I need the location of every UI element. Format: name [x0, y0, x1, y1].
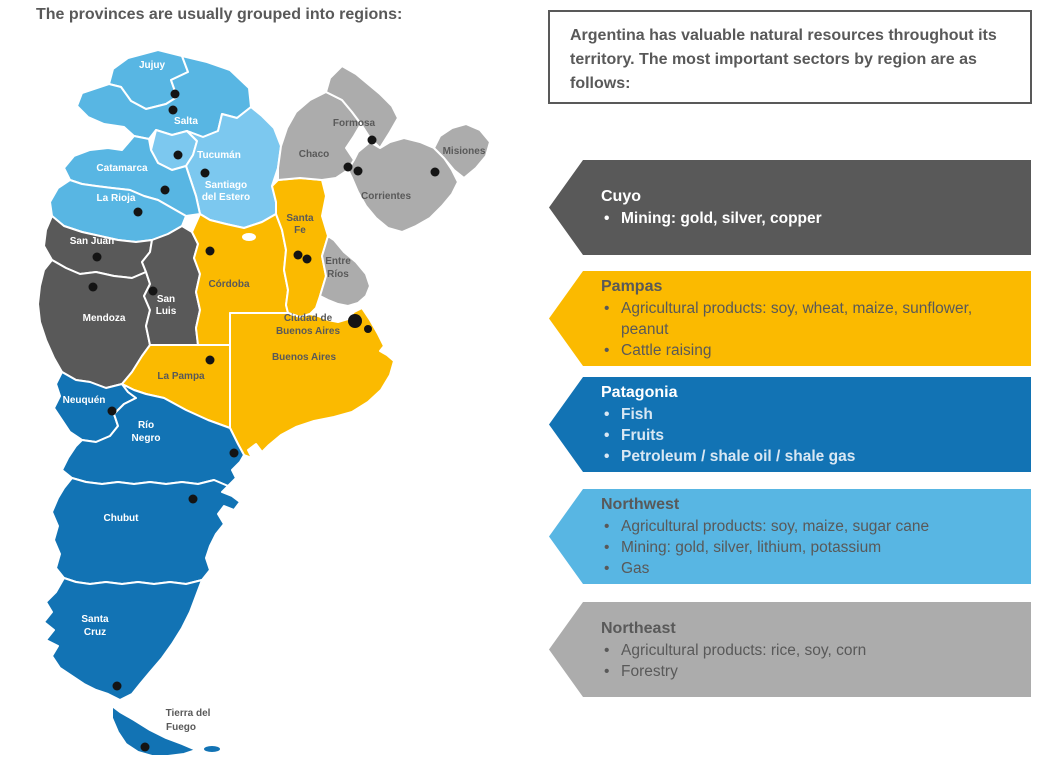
province-label-catamarca: Catamarca — [96, 163, 148, 174]
province-label-r-o-negro: Negro — [132, 433, 161, 444]
region-sector-item: Agricultural products: soy, maize, sugar… — [601, 516, 1015, 537]
city-dot — [229, 448, 239, 458]
city-dot — [173, 150, 183, 160]
city-dot — [348, 314, 362, 328]
city-dot — [302, 254, 312, 264]
province-label-tucum-n: Tucumán — [197, 150, 241, 161]
region-banner-patagonia: Patagonia FishFruitsPetroleum / shale oil… — [549, 377, 1031, 472]
region-banner-cuyo: Cuyo Mining: gold, silver, copper — [549, 160, 1031, 255]
city-dot — [205, 355, 215, 365]
province-buenos-aires — [229, 307, 395, 459]
region-sector-item: Mining: gold, silver, lithium, potassium — [601, 537, 1015, 558]
region-banner-pampas: Pampas Agricultural products: soy, wheat,… — [549, 271, 1031, 366]
region-sector-list: Agricultural products: soy, maize, sugar… — [601, 516, 1015, 579]
city-dot — [112, 681, 122, 691]
city-dot — [92, 252, 102, 262]
province-label-jujuy: Jujuy — [139, 60, 166, 71]
info-box: Argentina has valuable natural resources… — [548, 10, 1032, 104]
region-banner-title: Northeast — [601, 619, 676, 637]
region-sector-item: Fish — [601, 404, 1015, 425]
region-banner-title: Cuyo — [601, 188, 641, 205]
province-label-entre-r-os: Entre — [325, 256, 351, 267]
city-dot — [88, 282, 98, 292]
province-label-san-juan: San Juan — [70, 236, 114, 247]
islet — [204, 746, 220, 752]
city-dot — [168, 105, 178, 115]
region-sector-item: Cattle raising — [601, 340, 1015, 361]
city-dot — [170, 89, 180, 99]
city-dot — [430, 167, 440, 177]
city-dot — [200, 168, 210, 178]
province-label-salta: Salta — [174, 116, 198, 127]
region-banner-title: Patagonia — [601, 384, 678, 401]
region-sector-item: Petroleum / shale oil / shale gas — [601, 446, 1015, 467]
lake-mar-chiquita — [242, 233, 256, 241]
province-label-entre-r-os: Ríos — [327, 269, 349, 280]
province-formosa — [325, 65, 399, 149]
region-banner-title: Pampas — [601, 278, 663, 295]
province-tierra-del-fuego — [111, 705, 197, 757]
region-banner-northwest: Northwest Agricultural products: soy, mai… — [549, 489, 1031, 584]
province-label-mendoza: Mendoza — [83, 313, 126, 324]
province-label-santa-cruz: Cruz — [84, 627, 106, 638]
region-sector-item: Agricultural products: soy, wheat, maize… — [601, 298, 1015, 340]
province-label-buenos-aires: Ciudad de — [284, 313, 333, 324]
province-label-la-rioja: La Rioja — [97, 193, 136, 204]
province-chaco — [277, 91, 362, 181]
province-label-chubut: Chubut — [104, 513, 140, 524]
province-label-formosa: Formosa — [333, 118, 376, 129]
province-label-neuqu-n: Neuquén — [63, 395, 106, 406]
province-santa-cruz — [43, 577, 203, 701]
city-dot — [205, 246, 215, 256]
province-corrientes — [347, 137, 459, 233]
city-dot — [293, 250, 303, 260]
region-sector-item: Mining: gold, silver, copper — [601, 208, 1015, 229]
city-dot — [140, 742, 150, 752]
city-dot — [364, 325, 372, 333]
city-dot — [188, 494, 198, 504]
province-label-santiago-del-estero: Santiago — [205, 180, 247, 191]
city-dot — [160, 185, 170, 195]
region-sector-list: FishFruitsPetroleum / shale oil / shale … — [601, 404, 1015, 467]
province-misiones — [433, 123, 491, 179]
region-sector-list: Agricultural products: soy, wheat, maize… — [601, 298, 1015, 361]
province-label-santiago-del-estero: del Estero — [202, 192, 250, 203]
province-label-tierra-del-fuego: Fuego — [166, 722, 196, 733]
city-dot — [107, 406, 117, 416]
province-label-c-rdoba: Córdoba — [208, 279, 250, 290]
province-label-tierra-del-fuego: Tierra del — [166, 708, 211, 719]
province-label-misiones: Misiones — [443, 146, 486, 157]
city-dot — [133, 207, 143, 217]
province-entre-r-os — [319, 235, 371, 307]
region-sector-item: Gas — [601, 558, 1015, 579]
province-label-buenos-aires: Buenos Aires — [272, 352, 337, 363]
region-sector-item: Agricultural products: rice, soy, corn — [601, 640, 1015, 661]
province-chubut — [51, 477, 241, 585]
region-sector-list: Mining: gold, silver, copper — [601, 208, 1015, 229]
province-label-santa-fe: Santa — [286, 213, 314, 224]
province-label-buenos-aires: Buenos Aires — [276, 326, 341, 337]
region-sector-item: Fruits — [601, 425, 1015, 446]
province-label-san-luis: San — [157, 294, 175, 305]
region-sector-list: Agricultural products: rice, soy, cornFo… — [601, 640, 1015, 682]
province-label-santa-fe: Fe — [294, 225, 306, 236]
province-label-r-o-negro: Río — [138, 420, 154, 431]
province-label-san-luis: Luis — [156, 306, 177, 317]
province-label-chaco: Chaco — [299, 149, 330, 160]
city-dot — [148, 286, 158, 296]
city-dot — [343, 162, 353, 172]
province-label-la-pampa: La Pampa — [157, 371, 205, 382]
city-dot — [367, 135, 377, 145]
region-sector-item: Forestry — [601, 661, 1015, 682]
city-dot — [353, 166, 363, 176]
region-banner-title: Northwest — [601, 496, 680, 513]
province-label-santa-cruz: Santa — [81, 614, 109, 625]
province-label-corrientes: Corrientes — [361, 191, 411, 202]
region-banner-northeast: Northeast Agricultural products: rice, so… — [549, 602, 1031, 697]
page-title: The provinces are usually grouped into r… — [36, 6, 403, 23]
